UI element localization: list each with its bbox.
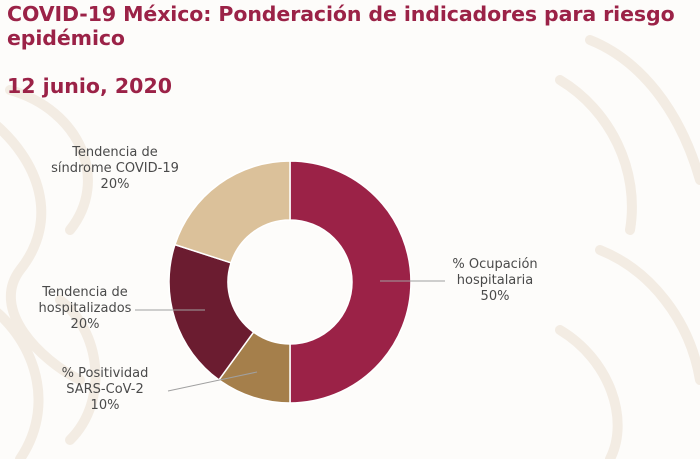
donut-slice-3 [168,243,255,381]
slice-label-1: % Ocupación hospitalaria 50% [452,257,537,304]
slice-name-line-2-1: % Positividad [62,366,149,381]
donut-slice-4 [173,160,291,264]
slice-name-line-4-1: Tendencia de [71,145,158,160]
slice-label-2: % Positividad SARS-CoV-2 10% [62,366,149,413]
slice-name-line-3-1: Tendencia de [41,285,128,300]
slice-label-4: Tendencia de síndrome COVID-19 20% [51,145,179,192]
slice-percent-2: 10% [91,398,120,413]
slice-percent-1: 50% [481,289,510,304]
slice-percent-4: 20% [101,177,130,192]
leader-line-2 [167,371,258,392]
slice-name-line-1-1: % Ocupación [452,257,537,272]
slice-name-line-1-2: hospitalaria [457,273,533,288]
slice-name-line-4-2: síndrome COVID-19 [51,161,179,176]
slice-name-line-3-2: hospitalizados [39,301,132,316]
slice-name-line-2-2: SARS-CoV-2 [66,382,144,397]
page-title: COVID-19 México: Ponderación de indicado… [7,2,675,50]
slice-label-3: Tendencia de hospitalizados 20% [39,285,132,332]
donut-slice-1 [289,160,412,404]
slice-percent-3: 20% [71,317,100,332]
report-date: 12 junio, 2020 [7,74,172,98]
